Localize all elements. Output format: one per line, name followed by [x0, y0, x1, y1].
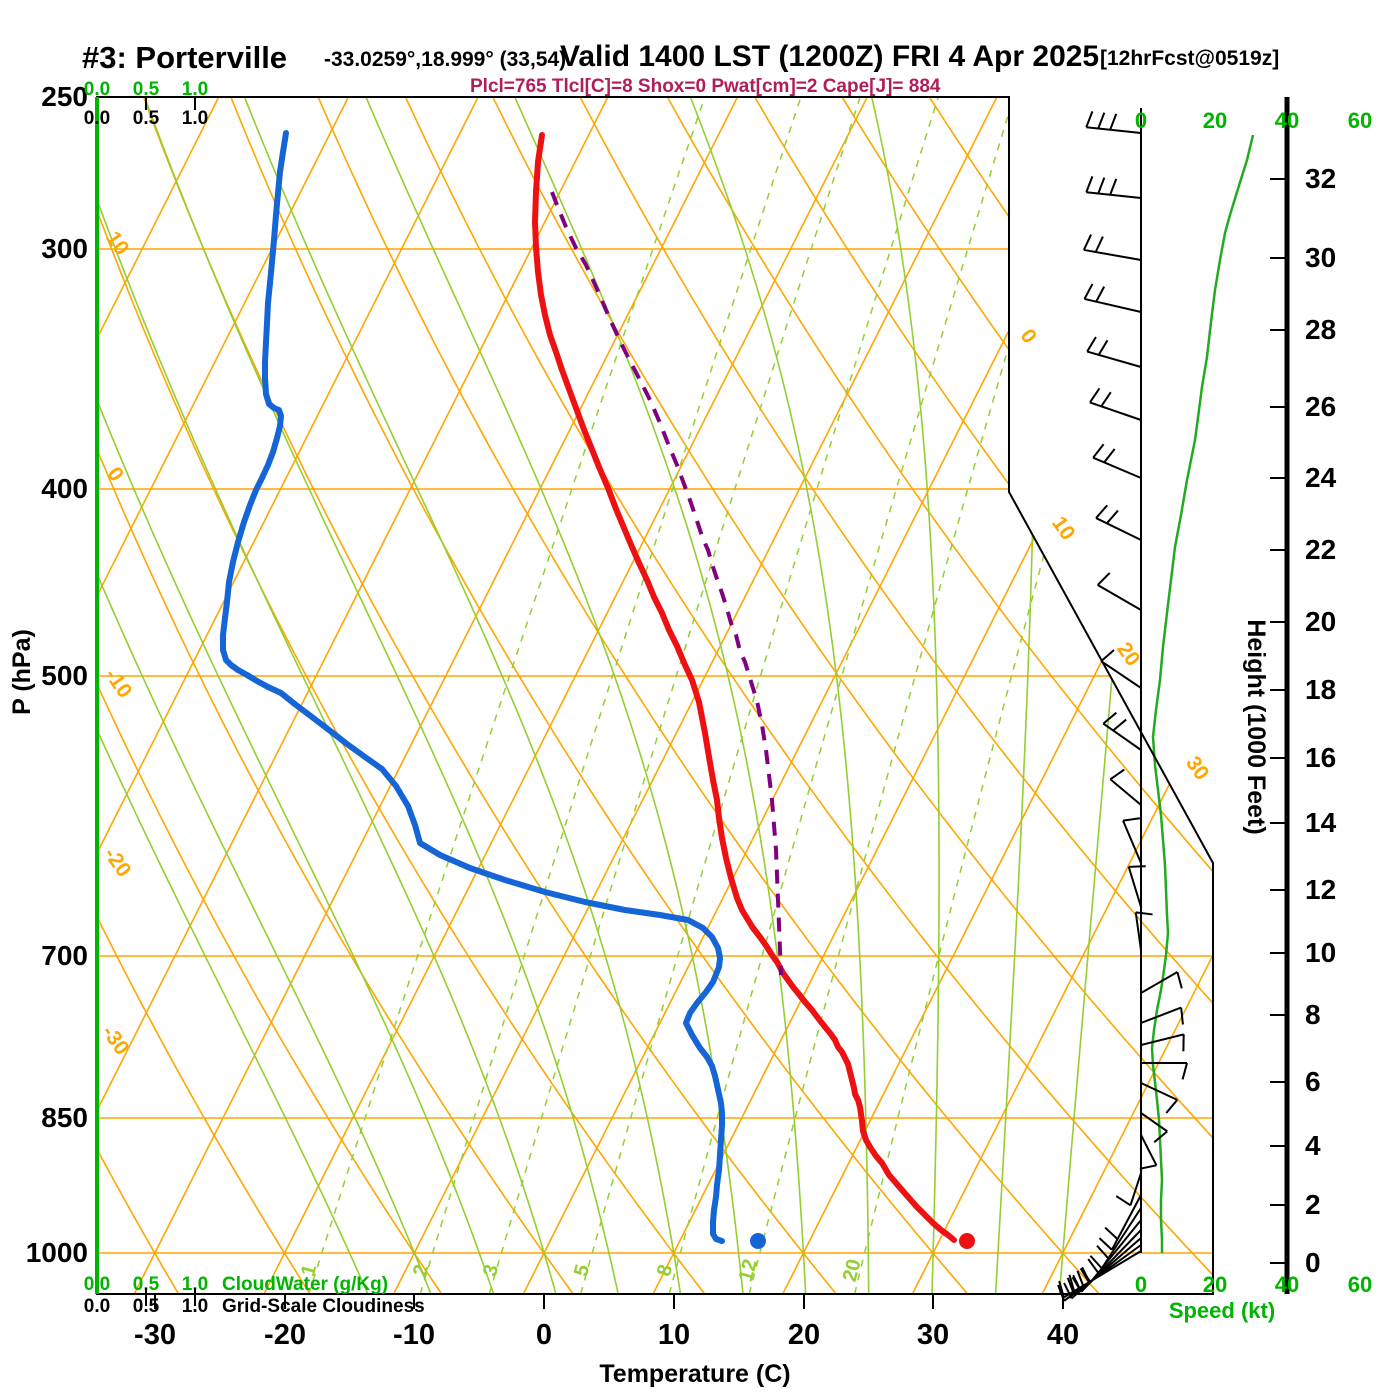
temperature-tick-label: -10 [393, 1319, 435, 1351]
height-tick-label: 4 [1305, 1130, 1321, 1161]
pressure-axis-title: P (hPa) [8, 629, 36, 715]
height-tick-label: 32 [1305, 163, 1336, 194]
cloudwater-scale-label: 1.0 [182, 1274, 208, 1295]
cloudiness-axis-title: Grid-Scale Cloudiness [222, 1296, 425, 1317]
speed-tick-label: 20 [1203, 108, 1227, 133]
height-tick-label: 14 [1305, 807, 1337, 838]
station-coords: -33.0259°,18.999° (33,54) [324, 48, 567, 71]
temperature-curve [532, 132, 957, 1243]
surface-dewpoint-dot [750, 1233, 766, 1249]
pressure-tick-label: 250 [41, 81, 88, 112]
height-tick-label: 0 [1305, 1247, 1321, 1278]
wind-speed-profile [1150, 134, 1255, 1253]
dewpoint-curve [220, 130, 725, 1244]
height-tick-label: 24 [1305, 462, 1337, 493]
temperature-tick-label: 10 [658, 1319, 690, 1351]
height-tick-label: 8 [1305, 999, 1321, 1030]
svg-text:0: 0 [103, 463, 129, 486]
cloudiness-scale-label: 0.5 [133, 108, 160, 129]
height-tick-label: 6 [1305, 1066, 1321, 1097]
plot-border [95, 96, 1214, 1295]
height-tick-label: 30 [1305, 242, 1336, 273]
svg-text:-20: -20 [99, 843, 135, 881]
pressure-tick-label: 700 [41, 940, 88, 971]
speed-axis-title: Speed (kt) [1169, 1298, 1275, 1323]
temperature-tick-label: 40 [1047, 1319, 1079, 1351]
height-tick-label: 16 [1305, 742, 1336, 773]
cloudwater-scale-label: 0.5 [133, 1274, 160, 1295]
height-tick-label: 12 [1305, 874, 1336, 905]
svg-text:2: 2 [409, 1262, 433, 1278]
cloudiness-scale-label: 0.0 [84, 108, 110, 129]
height-axis-title: Height (1000 Feet) [1242, 619, 1270, 834]
height-tick-label: 22 [1305, 534, 1336, 565]
sounding-indices: Plcl=765 Tlcl[C]=8 Shox=0 Pwat[cm]=2 Cap… [470, 76, 941, 97]
wind-barbs [1057, 108, 1188, 1302]
valid-time-label: Valid 1400 LST (1200Z) FRI 4 Apr 2025 [560, 40, 1100, 73]
cloudiness-scale-label: 0.0 [84, 1296, 110, 1317]
speed-tick-label: 40 [1275, 1272, 1299, 1297]
page-title: #3: Porterville [82, 40, 288, 75]
height-tick-label: 28 [1305, 314, 1336, 345]
svg-text:10: 10 [101, 227, 133, 259]
speed-tick-label: 60 [1348, 108, 1372, 133]
height-tick-label: 10 [1305, 937, 1336, 968]
forecast-tag: [12hrFcst@0519z] [1100, 47, 1280, 70]
pressure-tick-label: 400 [41, 473, 88, 504]
cloudiness-scale-label: 0.5 [133, 1296, 160, 1317]
pressure-tick-label: 850 [41, 1102, 88, 1133]
svg-text:20: 20 [839, 1257, 866, 1284]
pressure-tick-label: 500 [41, 660, 88, 691]
cloud-scales: 0.00.00.00.00.50.50.50.51.01.01.01.0Clou… [84, 79, 425, 1317]
temperature-tick-label: 20 [788, 1319, 820, 1351]
svg-text:5: 5 [570, 1262, 594, 1278]
parcel-path-curve [550, 191, 783, 976]
height-tick-label: 26 [1305, 391, 1336, 422]
svg-text:-10: -10 [100, 664, 136, 702]
temperature-tick-label: 30 [917, 1319, 949, 1351]
cloudwater-scale-label: 0.5 [133, 79, 160, 100]
sounding-curves [220, 130, 1255, 1253]
pressure-tick-label: 300 [41, 233, 88, 264]
speed-tick-label: 0 [1135, 1272, 1147, 1297]
svg-text:20: 20 [1112, 638, 1144, 670]
surface-temperature-dot [959, 1233, 975, 1249]
speed-tick-label: 0 [1135, 108, 1147, 133]
speed-tick-label: 60 [1348, 1272, 1372, 1297]
cloudiness-scale-label: 1.0 [182, 1296, 208, 1317]
cloudwater-scale-label: 0.0 [84, 1274, 110, 1295]
svg-text:8: 8 [653, 1262, 677, 1278]
temperature-tick-label: -30 [134, 1319, 176, 1351]
cloudwater-scale-label: 0.0 [84, 79, 110, 100]
temperature-tick-label: -20 [264, 1319, 306, 1351]
svg-text:1: 1 [297, 1262, 321, 1278]
temperature-tick-label: 0 [536, 1319, 552, 1351]
height-tick-label: 18 [1305, 674, 1336, 705]
height-tick-label: 2 [1305, 1189, 1321, 1220]
grid-lines [97, 97, 1213, 1294]
speed-tick-label: 40 [1275, 108, 1299, 133]
cloudwater-scale-label: 1.0 [182, 79, 208, 100]
pressure-tick-label: 1000 [26, 1237, 88, 1268]
svg-text:10: 10 [1047, 512, 1079, 544]
svg-text:-30: -30 [97, 1021, 133, 1059]
speed-tick-label: 20 [1203, 1272, 1227, 1297]
svg-text:30: 30 [1181, 752, 1213, 784]
cloudwater-axis-title: CloudWater (g/Kg) [222, 1274, 388, 1295]
svg-text:0: 0 [1016, 325, 1042, 348]
temperature-axis-title: Temperature (C) [599, 1360, 790, 1388]
svg-text:3: 3 [479, 1262, 503, 1278]
cloudiness-scale-label: 1.0 [182, 108, 208, 129]
height-tick-label: 20 [1305, 606, 1336, 637]
